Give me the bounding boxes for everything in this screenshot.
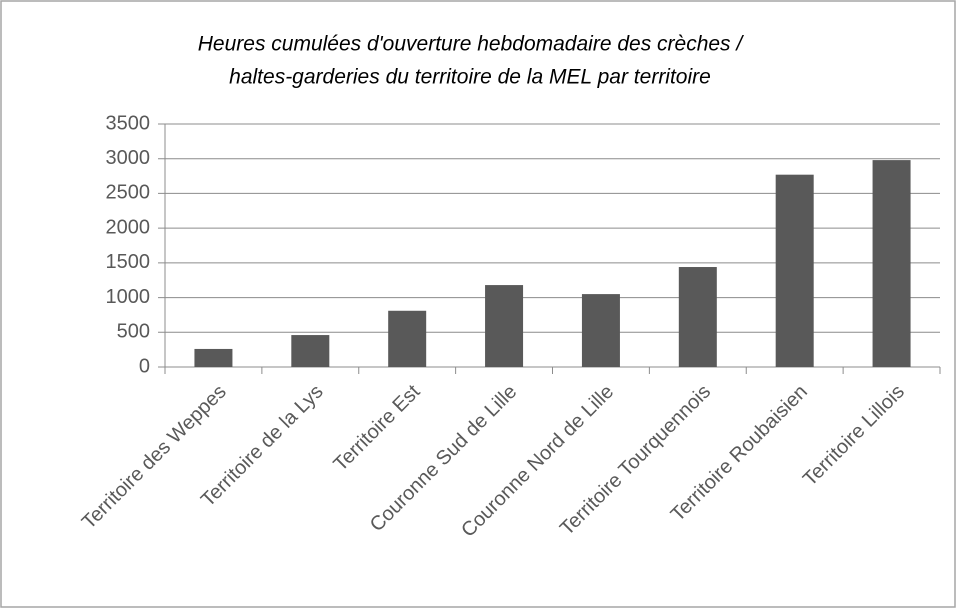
bar bbox=[678, 267, 717, 367]
y-tick-label: 3000 bbox=[106, 147, 151, 169]
chart-title: haltes-garderies du territoire de la MEL… bbox=[229, 66, 711, 89]
y-tick-label: 0 bbox=[139, 355, 150, 377]
y-tick-label: 1500 bbox=[106, 251, 151, 273]
y-tick-label: 1000 bbox=[106, 286, 151, 308]
bar bbox=[872, 160, 911, 367]
bar bbox=[194, 348, 233, 367]
y-tick-label: 2500 bbox=[106, 182, 151, 204]
bar bbox=[581, 294, 620, 367]
chart-title: Heures cumulées d'ouverture hebdomadaire… bbox=[198, 33, 745, 56]
bar bbox=[291, 335, 330, 367]
y-tick-label: 3500 bbox=[106, 112, 151, 134]
bar bbox=[485, 285, 524, 367]
y-tick-label: 2000 bbox=[106, 216, 151, 238]
y-tick-label: 500 bbox=[117, 321, 150, 343]
bar bbox=[388, 310, 427, 367]
bar bbox=[775, 174, 814, 367]
